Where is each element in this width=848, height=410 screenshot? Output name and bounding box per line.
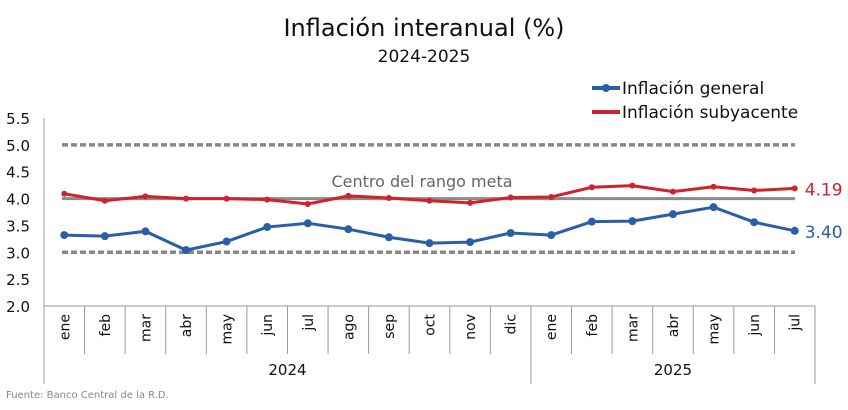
x-tick-label: oct [423,314,439,336]
data-point [588,184,595,191]
legend-label-subyacente: Inflación subyacente [622,103,798,123]
chart-title: Inflación interanual (%) [283,14,564,42]
year-label: 2024 [268,361,306,379]
x-tick-label: may [707,314,723,345]
x-tick-label: ago [341,314,357,340]
x-tick-label: jul [788,314,804,332]
data-point [587,217,596,226]
x-tick-label: ene [544,314,560,340]
data-point [507,194,514,201]
x-tick-label: jun [260,314,276,337]
x-tick-label: nov [463,314,479,340]
y-tick-label: 3.5 [6,217,30,235]
source-note: Fuente: Banco Central de la R.D. [6,390,169,401]
data-point [751,187,758,194]
end-value-label: 3.40 [805,223,843,243]
data-point [142,193,149,200]
data-point [709,203,718,212]
chart-subtitle: 2024-2025 [378,47,471,67]
data-point [345,192,352,199]
data-point [344,225,353,234]
y-tick-label: 5.5 [6,110,30,128]
data-point [628,217,637,226]
data-point [629,182,636,189]
x-tick-label: feb [585,314,601,337]
x-tick-label: sep [382,314,398,339]
data-point [425,239,434,248]
x-tick-label: abr [179,314,195,337]
x-tick-label: jun [747,314,763,337]
data-point [790,226,799,235]
data-point [60,231,69,240]
data-point [506,228,515,237]
data-point [222,237,231,246]
legend-marker-general [602,84,610,92]
x-tick-label: may [220,314,236,345]
y-tick-label: 4.0 [6,191,30,209]
data-point [303,219,312,228]
data-point [141,227,150,236]
data-point [466,238,475,247]
x-tick-label: ene [57,314,73,340]
y-tick-label: 2.0 [6,298,30,316]
x-tick-label: dic [504,314,520,334]
data-point [101,197,108,204]
data-point [385,195,392,202]
data-point [263,223,272,232]
x-tick-label: mar [138,314,154,342]
data-point [182,246,191,255]
data-point [547,231,556,240]
legend-label-general: Inflación general [622,79,764,99]
y-tick-label: 5.0 [6,137,30,155]
x-tick-label: jul [301,314,317,332]
data-point [669,188,676,195]
data-point [100,232,109,241]
y-tick-label: 3.0 [6,244,30,262]
y-tick-label: 2.5 [6,271,30,289]
data-point [304,200,311,207]
end-value-label: 4.19 [805,180,843,200]
data-point [791,185,798,192]
data-point [61,190,68,197]
x-tick-label: mar [625,314,641,342]
data-point [384,233,393,242]
data-point [426,197,433,204]
data-point [750,218,759,227]
data-point [668,210,677,219]
reference-line-label: Centro del rango meta [331,172,512,191]
data-point [467,199,474,206]
data-point [183,195,190,202]
x-tick-label: feb [98,314,114,337]
data-point [223,195,230,202]
x-tick-label: abr [666,314,682,337]
y-tick-label: 4.5 [6,164,30,182]
data-point [710,183,717,190]
data-point [548,193,555,200]
data-point [264,196,271,203]
legend: Inflación general Inflación subyacente [592,79,798,123]
year-label: 2025 [654,361,692,379]
